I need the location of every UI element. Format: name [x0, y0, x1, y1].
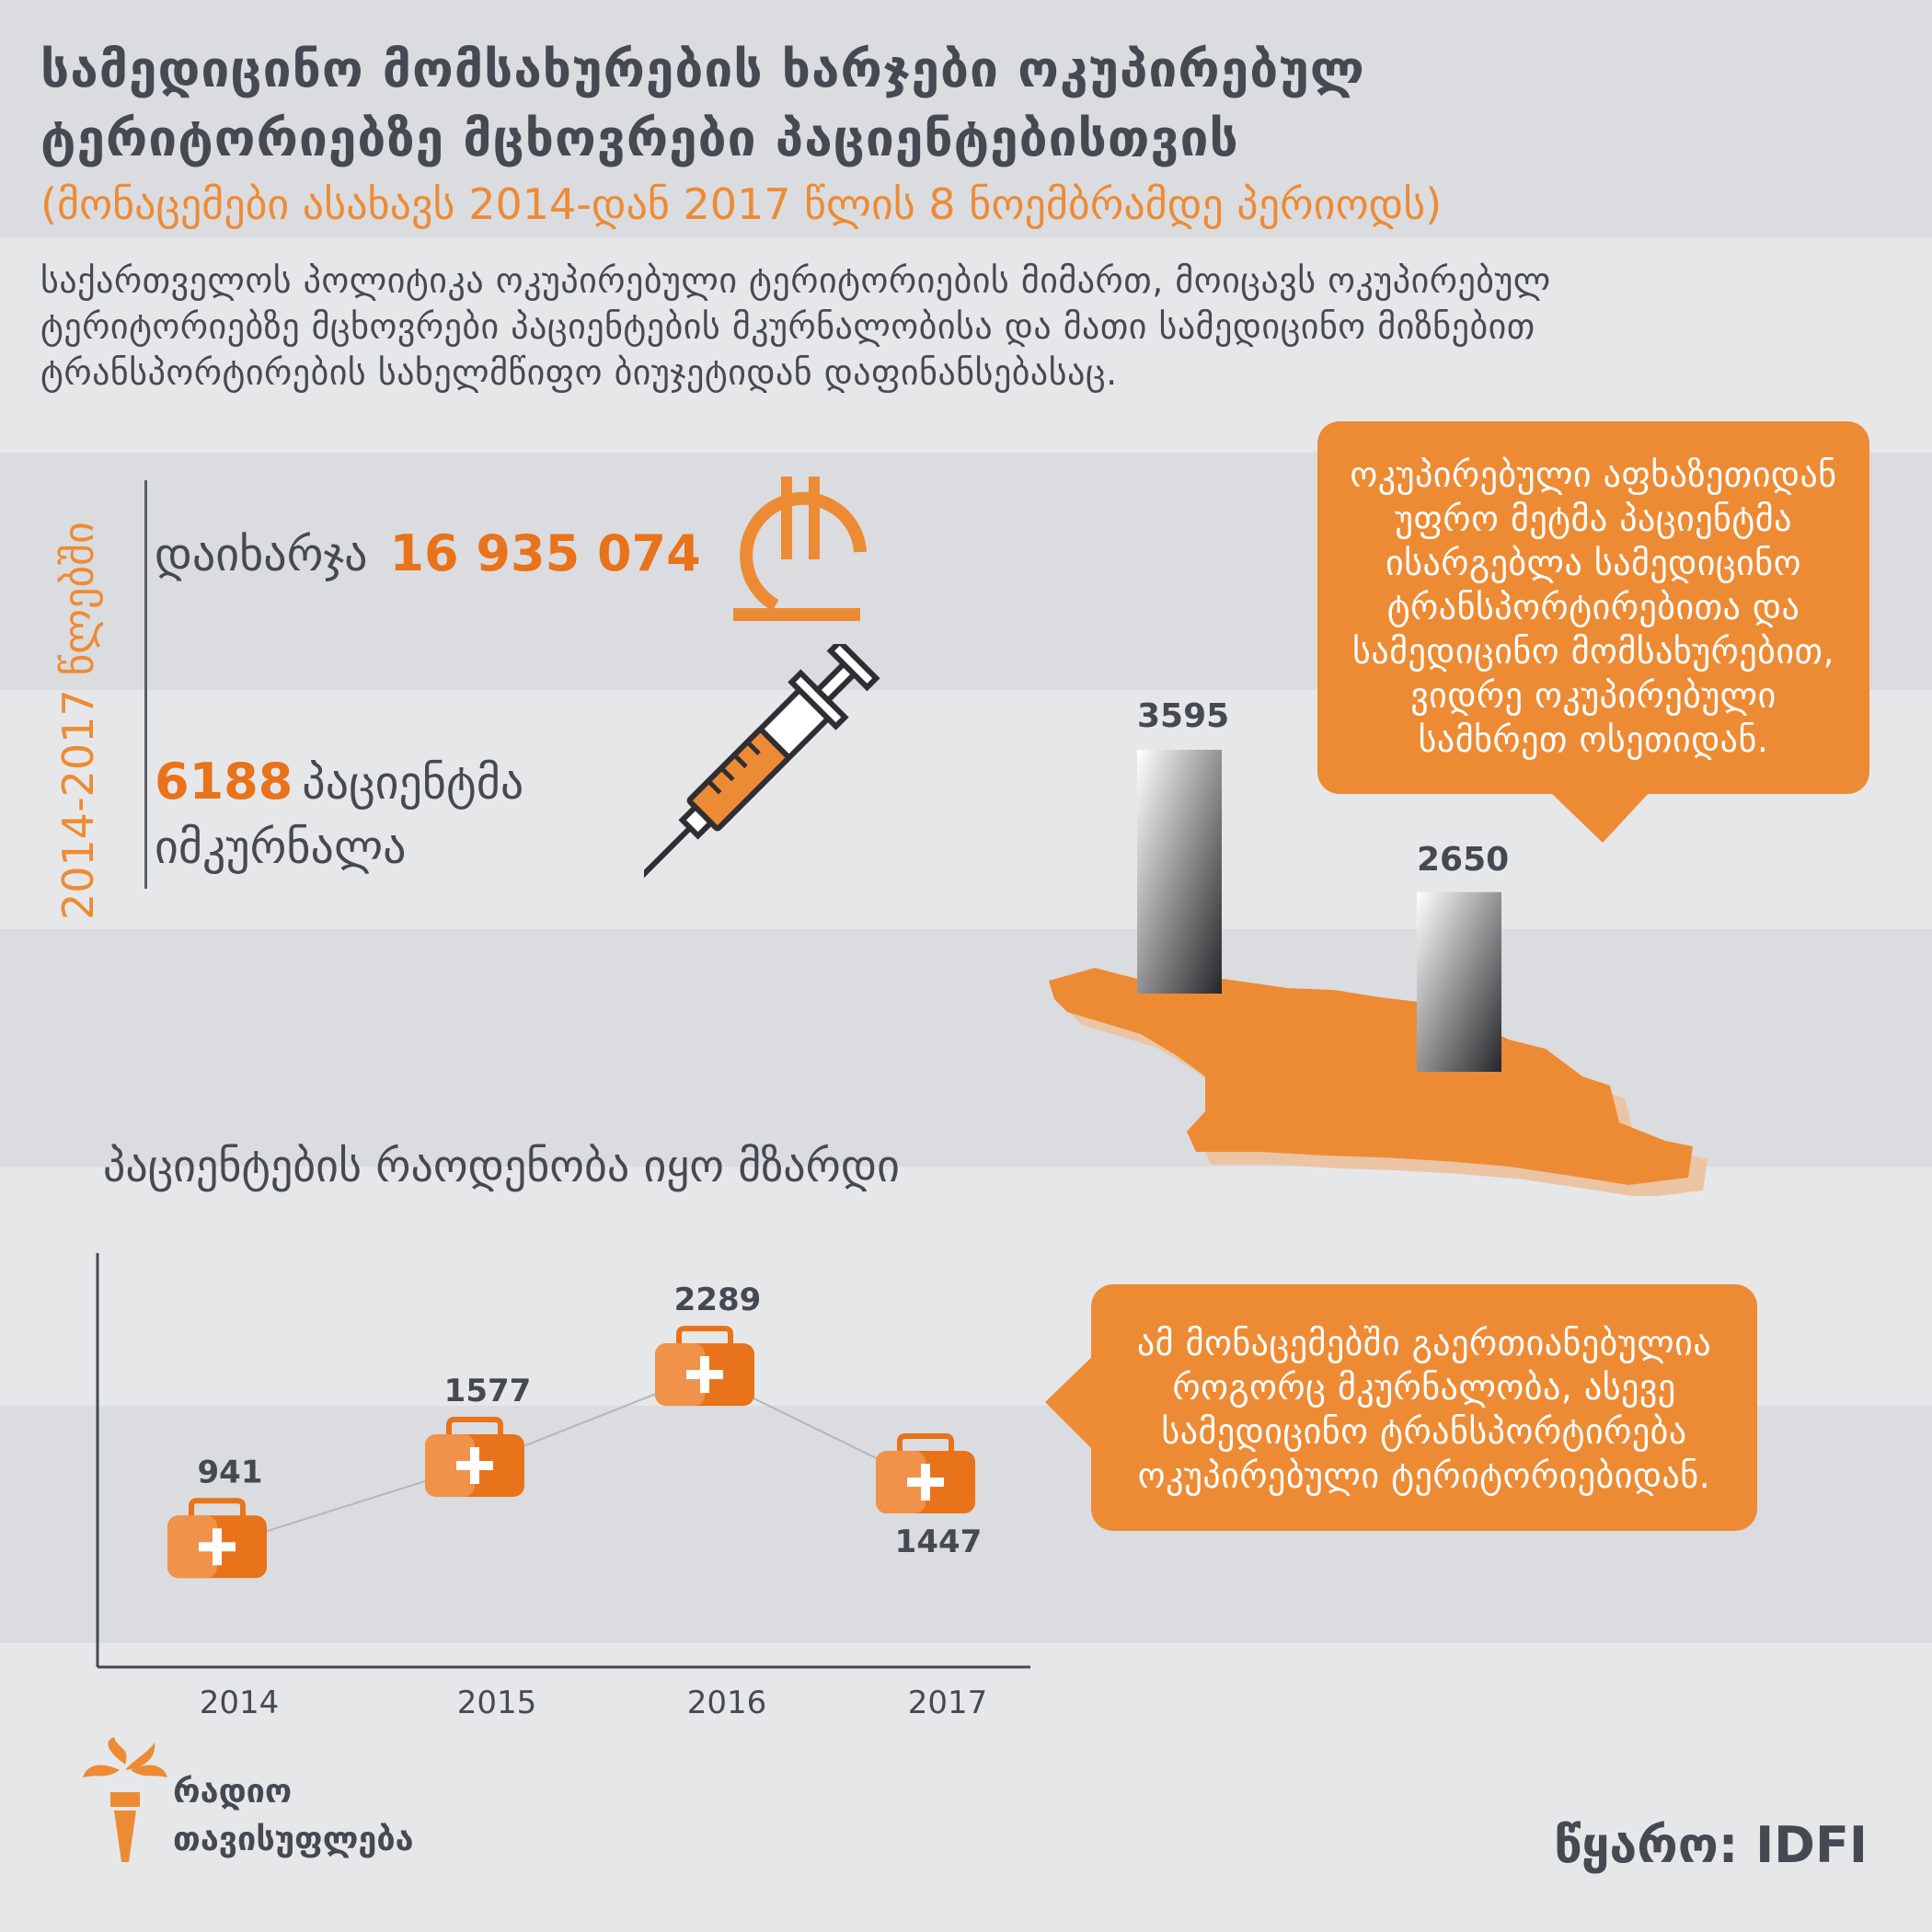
callout-line: უფრო მეტმა პაციენტმა — [1395, 499, 1792, 539]
callout-line: სამედიცინო მომსახურებით, — [1351, 631, 1835, 672]
patients-line: 6188 პაციენტმა — [155, 750, 523, 815]
callout-line: ამ მონაცემებში გაერთიანებულია — [1136, 1323, 1712, 1363]
region-bar — [1417, 891, 1501, 1072]
title-line: სამედიცინო მომსახურების ხარჯები ოკუპირებ… — [40, 40, 1365, 98]
callout-pointer — [1549, 791, 1650, 843]
band — [0, 1643, 1932, 1932]
page-title: სამედიცინო მომსახურების ხარჯები ოკუპირებ… — [40, 35, 1365, 173]
point-value-label: 2289 — [674, 1282, 762, 1318]
intro-line: საქართველოს პოლიტიკა ოკუპირებული ტერიტორ… — [40, 260, 1551, 301]
intro-line: ტერიტორიებზე მცხოვრები პაციენტების მკურნ… — [40, 306, 1535, 347]
georgia-map — [1049, 968, 1708, 1196]
patients-label: პაციენტმა — [302, 756, 524, 810]
callout-line: ტრანსპორტირებითა და — [1386, 587, 1800, 627]
callout-line: ოკუპირებული აფხაზეთიდან — [1350, 454, 1837, 495]
source-label: წყარო: IDFI — [1554, 1816, 1868, 1874]
point-value-label: 1577 — [444, 1373, 532, 1409]
callout-line: სამედიცინო ტრანსპორტირება — [1161, 1411, 1687, 1452]
page-subtitle: (მონაცემები ასახავს 2014-დან 2017 წლის 8… — [40, 179, 1443, 229]
band — [0, 237, 1932, 453]
x-tick-label: 2015 — [457, 1685, 537, 1721]
patients-value: 6188 — [155, 753, 293, 811]
first-aid-kit-icon — [167, 1498, 267, 1579]
patients-line: იმკურნალა — [155, 821, 407, 874]
x-tick-label: 2014 — [200, 1685, 280, 1721]
chart-title: პაციენტების რაოდენობა იყო მზარდი — [103, 1141, 900, 1192]
first-aid-kit-icon — [876, 1433, 975, 1514]
callout-line: ოკუპირებული ტერიტორიებიდან. — [1137, 1455, 1711, 1496]
torch-icon — [83, 1737, 167, 1862]
logo-line: რადიო — [173, 1773, 293, 1811]
callout-pointer — [1045, 1352, 1097, 1454]
region-bar — [1137, 750, 1222, 994]
region-callout: ოკუპირებული აფხაზეთიდან უფრო მეტმა პაციე… — [1317, 421, 1869, 794]
syringe-icon — [644, 644, 880, 882]
divider — [144, 480, 147, 889]
region-bars — [1137, 750, 1501, 1072]
bar-value-label: 2650 — [1417, 841, 1510, 879]
point-value-label: 1447 — [895, 1524, 983, 1560]
point-value-label: 941 — [198, 1454, 263, 1490]
title-line: ტერიტორიებზე მცხოვრები პაციენტებისთვის — [40, 109, 1239, 167]
logo-line: თავისუფლება — [173, 1821, 414, 1858]
intro-text: საქართველოს პოლიტიკა ოკუპირებული ტერიტორ… — [40, 258, 1844, 396]
lari-icon — [733, 477, 867, 621]
brand-logo-text: რადიო თავისუფლება — [173, 1768, 414, 1864]
callout-line: სამხრეთ ოსეთიდან. — [1418, 719, 1769, 760]
x-tick-label: 2016 — [687, 1685, 767, 1721]
spent-prefix: დაიხარჯა — [155, 528, 368, 581]
spent-value: 16 935 074 — [389, 524, 701, 582]
band — [0, 0, 1932, 237]
spent-text: დაიხარჯა 16 935 074 — [155, 524, 701, 582]
patients-text: 6188 პაციენტმა იმკურნალა — [155, 750, 523, 880]
callout-line: ისარგებლა სამედიცინო — [1385, 543, 1802, 583]
callout-line: ვიდრე ოკუპირებული — [1410, 675, 1777, 716]
callout-line: როგორც მკურნალობა, ასევე — [1172, 1367, 1676, 1408]
x-tick-label: 2017 — [908, 1685, 988, 1721]
intro-line: ტრანსპორტირების სახელმწიფო ბიუჯეტიდან და… — [40, 352, 1118, 393]
data-note-callout: ამ მონაცემებში გაერთიანებულია როგორც მკუ… — [1091, 1284, 1757, 1531]
first-aid-kit-icon — [425, 1416, 524, 1497]
bar-value-label: 3595 — [1137, 697, 1230, 735]
period-label: 2014-2017 წლებში — [53, 522, 103, 920]
first-aid-kit-icon — [655, 1326, 754, 1407]
line-chart: 941 1577 2289 1447 2014 2015 2016 2017 — [96, 1253, 1030, 1721]
